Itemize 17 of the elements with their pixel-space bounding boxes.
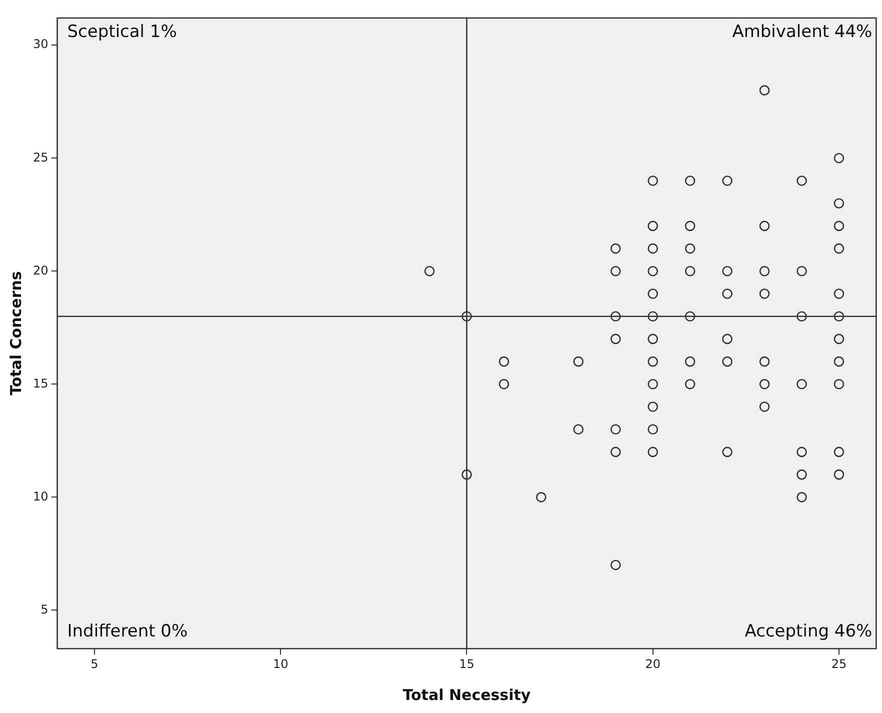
annotation: Accepting 46% (744, 622, 872, 642)
x-tick-label: 25 (831, 656, 847, 671)
y-tick-label: 10 (32, 489, 48, 504)
y-tick-label: 5 (40, 602, 48, 616)
annotation: Indifferent 0% (67, 622, 188, 642)
y-tick-label: 25 (32, 150, 48, 164)
x-tick-label: 15 (459, 656, 474, 671)
y-tick-label: 15 (32, 376, 48, 390)
y-tick-label: 20 (32, 263, 48, 278)
x-tick-label: 20 (645, 656, 660, 671)
y-axis-title: Total Concerns (6, 271, 25, 396)
annotation: Sceptical 1% (67, 22, 177, 42)
x-tick-label: 10 (272, 656, 288, 671)
x-axis-title: Total Necessity (402, 686, 531, 704)
x-tick-label: 5 (90, 656, 98, 671)
annotation: Ambivalent 44% (732, 22, 872, 42)
y-tick-label: 30 (32, 37, 48, 52)
